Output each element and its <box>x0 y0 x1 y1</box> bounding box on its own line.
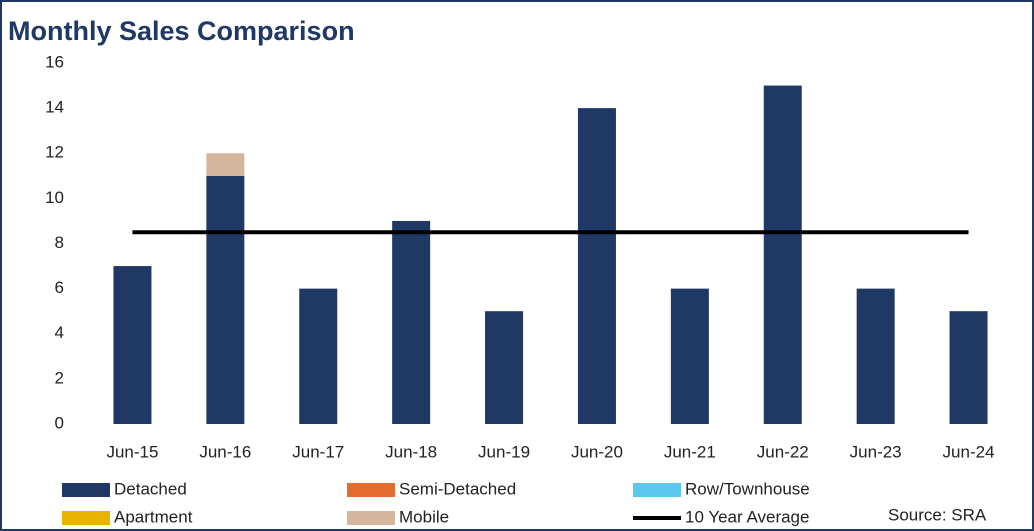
legend-label: Apartment <box>114 507 193 526</box>
y-tick-label: 12 <box>45 143 64 162</box>
y-tick-label: 4 <box>55 323 64 342</box>
y-tick-label: 8 <box>55 233 64 252</box>
bar-segment <box>206 175 245 424</box>
bar-segment <box>577 108 616 424</box>
y-tick-label: 10 <box>45 188 64 207</box>
x-tick-label: Jun-17 <box>292 442 344 461</box>
legend-swatch <box>633 483 681 497</box>
bar-segment <box>949 311 988 424</box>
bar-segment <box>206 153 245 176</box>
legend-swatch <box>347 483 395 497</box>
x-tick-label: Jun-24 <box>943 442 995 461</box>
y-tick-label: 0 <box>55 413 64 432</box>
legend-label: Row/Townhouse <box>685 479 810 498</box>
x-tick-label: Jun-19 <box>478 442 530 461</box>
x-tick-label: Jun-20 <box>571 442 623 461</box>
y-tick-label: 16 <box>45 52 64 71</box>
bar-segment <box>763 85 802 424</box>
x-tick-label: Jun-16 <box>199 442 251 461</box>
legend-label: Semi-Detached <box>399 479 516 498</box>
bar-segment <box>485 311 524 424</box>
legend-swatch <box>347 511 395 525</box>
bar-segment <box>670 288 709 424</box>
legend-label: Mobile <box>399 507 449 526</box>
x-tick-label: Jun-22 <box>757 442 809 461</box>
y-tick-label: 14 <box>45 98 64 117</box>
legend-label: Detached <box>114 479 187 498</box>
chart-title: Monthly Sales Comparison <box>8 16 355 46</box>
y-tick-label: 6 <box>55 278 64 297</box>
bar-segment <box>113 266 152 424</box>
bar-segment <box>856 288 895 424</box>
legend-swatch <box>62 511 110 525</box>
x-tick-label: Jun-21 <box>664 442 716 461</box>
x-tick-label: Jun-23 <box>850 442 902 461</box>
bar-segment <box>299 288 338 424</box>
legend-swatch <box>62 483 110 497</box>
source-note: Source: SRA <box>888 505 987 524</box>
x-tick-label: Jun-18 <box>385 442 437 461</box>
bar-segment <box>392 220 431 424</box>
x-tick-label: Jun-15 <box>106 442 158 461</box>
legend-label: 10 Year Average <box>685 507 809 526</box>
y-tick-label: 2 <box>55 368 64 387</box>
